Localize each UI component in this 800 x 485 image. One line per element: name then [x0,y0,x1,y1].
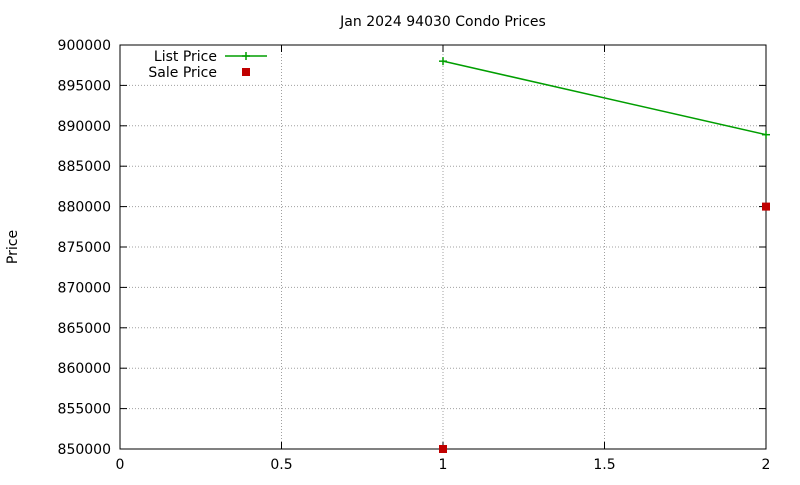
chart-title: Jan 2024 94030 Condo Prices [339,14,546,30]
sale-price-point [762,202,770,211]
legend-label-sale-price: Sale Price [148,65,217,81]
list-price-point [439,57,447,66]
y-tick-label: 870000 [58,280,111,296]
x-tick-label: 1 [439,457,448,473]
y-tick-label: 885000 [58,159,111,175]
x-tick-label: 1.5 [593,457,615,473]
list-price-line [442,60,767,136]
list-price-point [762,130,770,139]
legend-label-list-price: List Price [154,49,217,65]
y-tick-label: 890000 [58,119,111,135]
y-axis-label: Price [5,230,21,264]
legend-marker-sale-price [242,68,250,76]
legend-marker-list-price [242,52,250,60]
x-tick-label: 0 [116,457,125,473]
y-tick-label: 900000 [58,38,111,54]
y-tick-label: 875000 [58,240,111,256]
series-layer [439,57,770,453]
x-tick-label: 2 [762,457,771,473]
y-tick-label: 855000 [58,402,111,418]
y-tick-label: 850000 [58,442,111,458]
y-tick-label: 865000 [58,321,111,337]
x-tick-label: 0.5 [270,457,292,473]
y-tick-label: 860000 [58,361,111,377]
sale-price-point [439,445,447,453]
tick-layer: 850000 855000 860000 865000 870000 875000 8800… [58,38,771,473]
y-tick-label: 880000 [58,200,111,216]
y-tick-label: 895000 [58,78,111,94]
grid-layer [120,45,766,449]
